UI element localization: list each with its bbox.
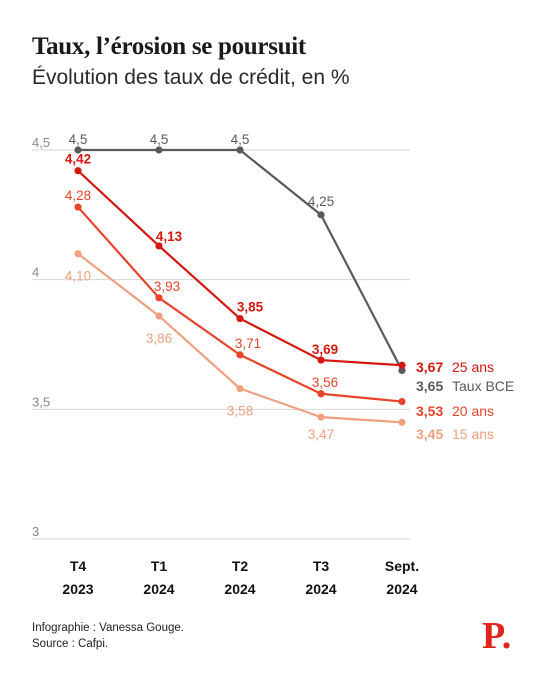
data-point: [398, 418, 406, 426]
data-point: [155, 312, 163, 320]
y-tick-label: 4: [32, 265, 39, 280]
data-label: 4,5: [69, 132, 88, 147]
data-label: 3,71: [235, 336, 261, 351]
chart-subtitle: Évolution des taux de crédit, en %: [32, 66, 350, 89]
data-point: [236, 146, 244, 154]
x-tick-label: T2: [232, 558, 249, 574]
legend-label: 20 ans: [452, 403, 494, 419]
data-label: 4,10: [65, 269, 91, 284]
infographie-credit: Infographie : Vanessa Gouge.: [32, 622, 184, 634]
legend-label: Taux BCE: [452, 378, 514, 394]
source-credit: Source : Cafpi.: [32, 638, 109, 650]
data-label: 3,47: [308, 427, 334, 442]
data-label: 4,13: [156, 229, 183, 244]
data-label: 3,85: [237, 300, 264, 315]
data-label: 3,67: [416, 359, 443, 375]
data-point: [398, 366, 406, 375]
data-point: [317, 356, 325, 364]
data-label: 3,93: [154, 279, 180, 294]
data-point: [317, 211, 325, 219]
data-point: [398, 397, 406, 406]
x-tick-label: T4: [70, 558, 87, 574]
data-label: 3,65: [416, 378, 443, 394]
data-label: 4,5: [150, 132, 169, 147]
x-tick-label: 2024: [224, 581, 255, 597]
data-label: 3,45: [416, 426, 443, 442]
data-label: 3,86: [146, 331, 172, 346]
x-tick-label: 2024: [143, 581, 174, 597]
data-point: [74, 167, 82, 175]
data-point: [155, 146, 163, 154]
data-label: 3,58: [227, 404, 253, 419]
publication-logo: P.: [482, 615, 512, 657]
data-point: [155, 242, 163, 250]
data-point: [317, 390, 325, 398]
data-label: 3,53: [416, 403, 443, 419]
y-tick-label: 3: [32, 524, 39, 539]
legend-label: 25 ans: [452, 359, 494, 375]
data-point: [74, 146, 82, 154]
chart-title: Taux, l’érosion se poursuit: [32, 33, 306, 60]
y-tick-label: 3,5: [32, 394, 50, 409]
legend-label: 15 ans: [452, 426, 494, 442]
data-point: [74, 250, 82, 258]
x-tick-label: 2023: [62, 581, 93, 597]
data-label: 3,56: [312, 375, 338, 390]
data-label: 4,28: [65, 188, 91, 203]
x-tick-label: 2024: [386, 581, 417, 597]
data-point: [236, 384, 244, 393]
x-tick-label: T1: [151, 558, 168, 574]
data-label: 4,5: [231, 132, 250, 147]
x-tick-label: T3: [313, 558, 330, 574]
data-point: [236, 351, 244, 359]
data-label: 4,42: [65, 152, 91, 167]
data-point: [398, 361, 406, 369]
data-point: [317, 413, 325, 421]
y-tick-label: 4,5: [32, 135, 50, 150]
x-tick-label: Sept.: [385, 558, 419, 574]
data-label: 4,25: [308, 194, 334, 209]
data-point: [236, 314, 244, 323]
data-label: 3,69: [312, 342, 338, 357]
data-point: [155, 294, 163, 302]
x-tick-label: 2024: [305, 581, 336, 597]
data-point: [74, 203, 82, 211]
